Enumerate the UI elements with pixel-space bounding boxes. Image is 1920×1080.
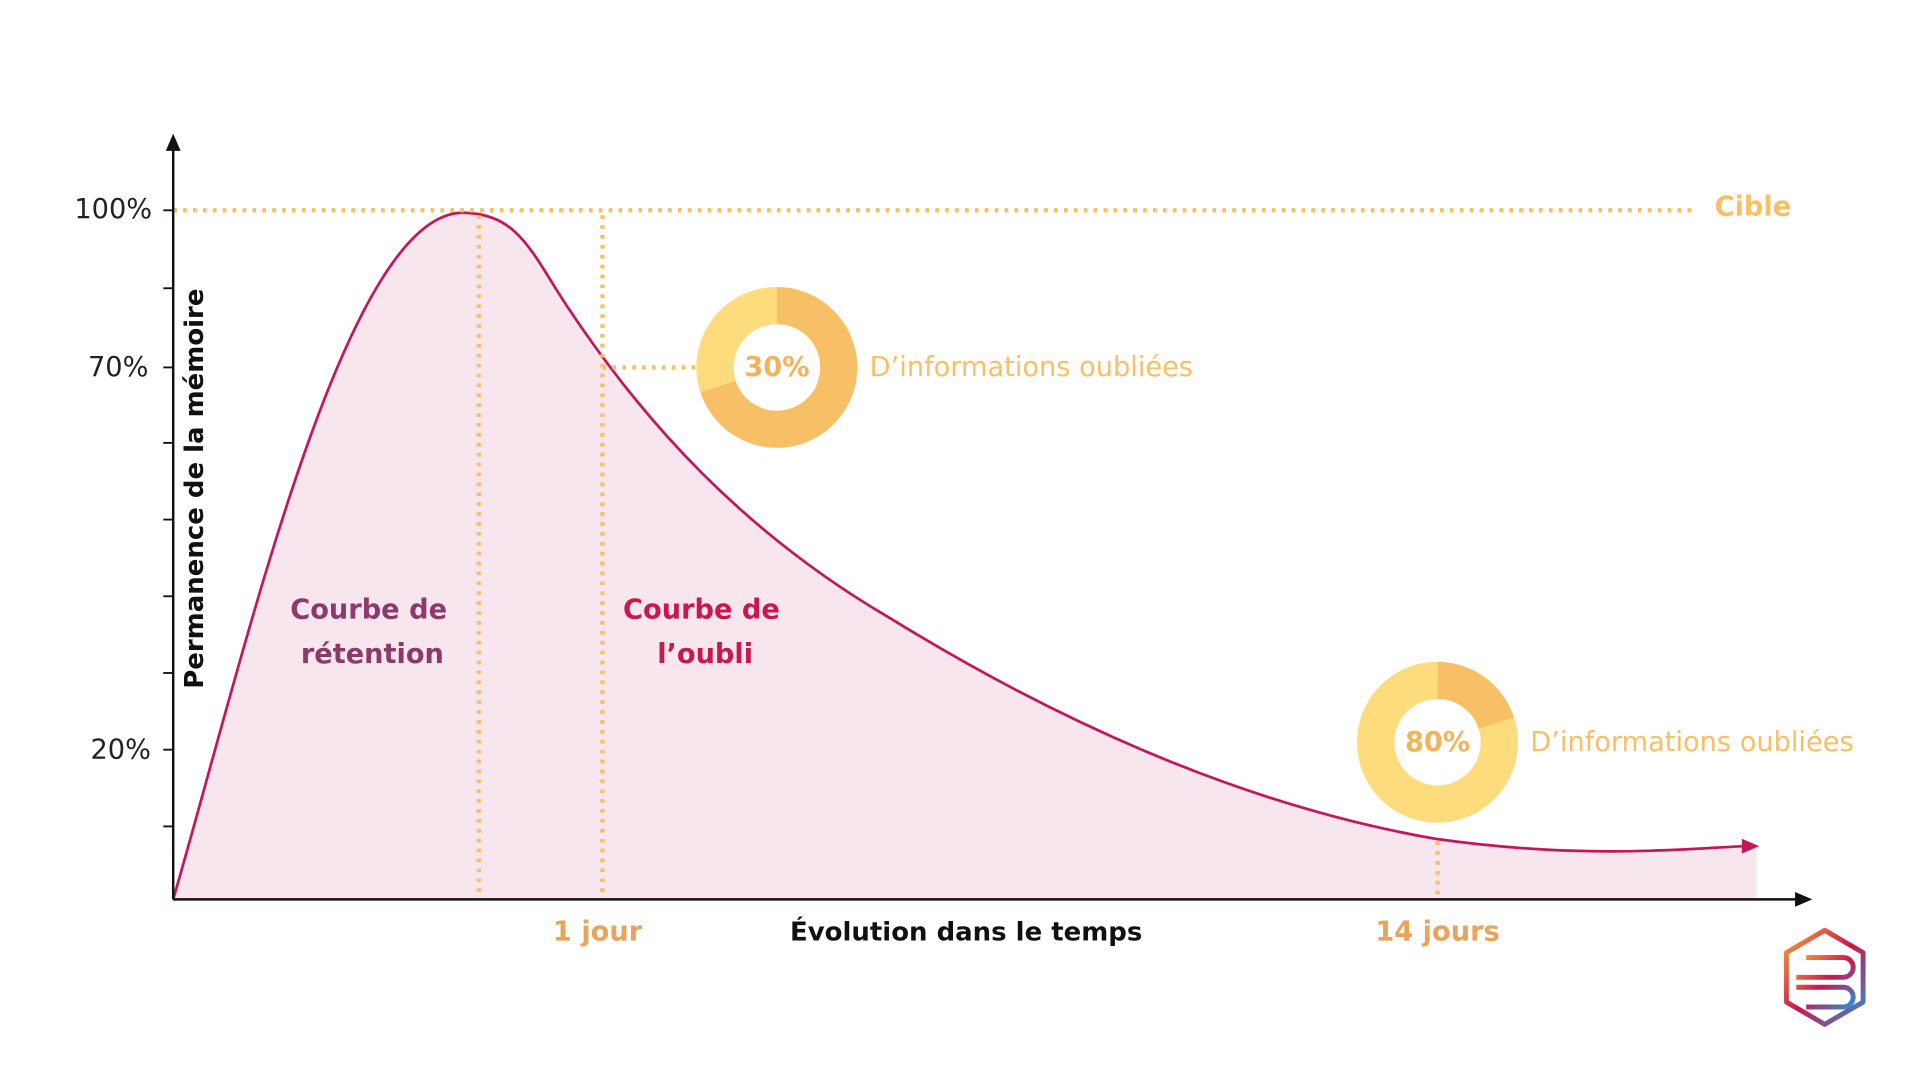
- donuts: 30% D’informations oubliées 80% D’informati…: [696, 287, 1854, 823]
- curve: [171, 211, 1745, 900]
- y-axis-title: Permanence de la mémoire: [180, 289, 210, 689]
- y-tick-marks: [163, 209, 174, 828]
- donut-label: 80%: [1405, 727, 1470, 758]
- time-marker: 1 jour: [553, 916, 643, 947]
- curve-area: [173, 212, 1757, 900]
- donut-caption: D’informations oubliées: [1530, 727, 1853, 758]
- target-label: Cible: [1715, 191, 1792, 222]
- donut-caption: D’informations oubliées: [870, 352, 1193, 383]
- donut-label: 30%: [744, 352, 809, 383]
- forgetting-label: Courbe de: [623, 595, 780, 626]
- time-marker: 14 jours: [1375, 916, 1499, 947]
- logo: [1783, 927, 1866, 1027]
- forgetting-label: l’oubli: [657, 639, 753, 670]
- y-tick-label: 20%: [90, 734, 150, 765]
- y-tick-label: 70%: [88, 352, 148, 383]
- x-axis-arrow: [1795, 891, 1813, 907]
- retention-label: Courbe de: [290, 595, 447, 626]
- y-tick-label: 100%: [74, 194, 152, 225]
- x-axis-title: Évolution dans le temps: [790, 915, 1142, 947]
- donut-forgotten-arc: [1357, 661, 1518, 823]
- curve-arrow: [1741, 838, 1760, 854]
- retention-label: rétention: [301, 639, 444, 670]
- y-axis-arrow: [165, 133, 181, 151]
